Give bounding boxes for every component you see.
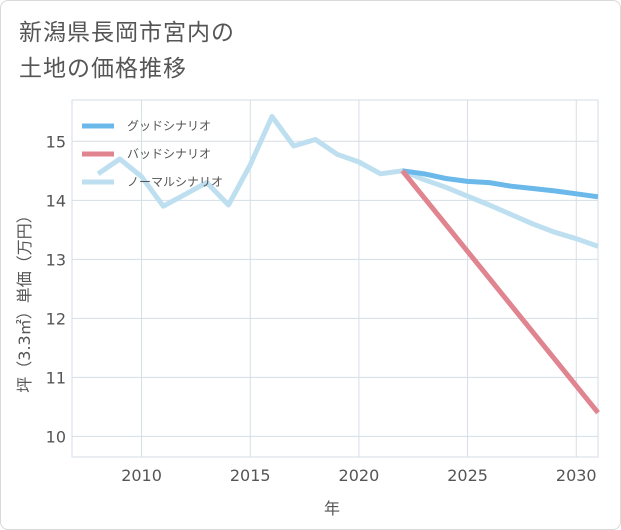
x-tick-label: 2030	[556, 466, 597, 485]
legend-label: バッドシナリオ	[127, 147, 211, 161]
y-tick-label: 10	[46, 427, 66, 446]
x-tick-labels: 2010 2015 2020 2025 2030	[121, 466, 596, 485]
series-line-normal	[96, 114, 599, 249]
y-tick-label: 13	[46, 250, 66, 269]
y-tick-labels: 10 11 12 13 14 15	[46, 132, 66, 446]
x-tick-label: 2015	[230, 466, 271, 485]
y-axis-label: 坪（3.3㎡）単価（万円）	[15, 207, 34, 392]
series-line-bad	[400, 169, 600, 415]
legend-label: ノーマルシナリオ	[127, 175, 223, 189]
x-tick-label: 2010	[121, 466, 162, 485]
x-tick-label: 2020	[339, 466, 380, 485]
plot-area	[71, 99, 599, 458]
title-line-2: 土地の価格推移	[19, 56, 187, 82]
y-tick-label: 12	[46, 309, 66, 328]
y-tick-label: 15	[46, 132, 66, 151]
series-lines	[96, 114, 600, 415]
grid-lines	[72, 100, 598, 457]
series-line-good	[402, 168, 599, 200]
y-tick-label: 14	[46, 191, 66, 210]
legend-label: グッドシナリオ	[127, 119, 211, 133]
x-axis-label: 年	[324, 499, 340, 518]
legend-item-bad[interactable]: バッドシナリオ	[82, 147, 211, 161]
title-line-1: 新潟県長岡市宮内の	[19, 20, 235, 46]
chart-title: 新潟県長岡市宮内の 土地の価格推移	[19, 15, 419, 87]
legend-item-good[interactable]: グッドシナリオ	[82, 119, 211, 133]
y-tick-label: 11	[46, 368, 66, 387]
x-tick-label: 2025	[447, 466, 488, 485]
legend-item-normal[interactable]: ノーマルシナリオ	[82, 175, 223, 189]
